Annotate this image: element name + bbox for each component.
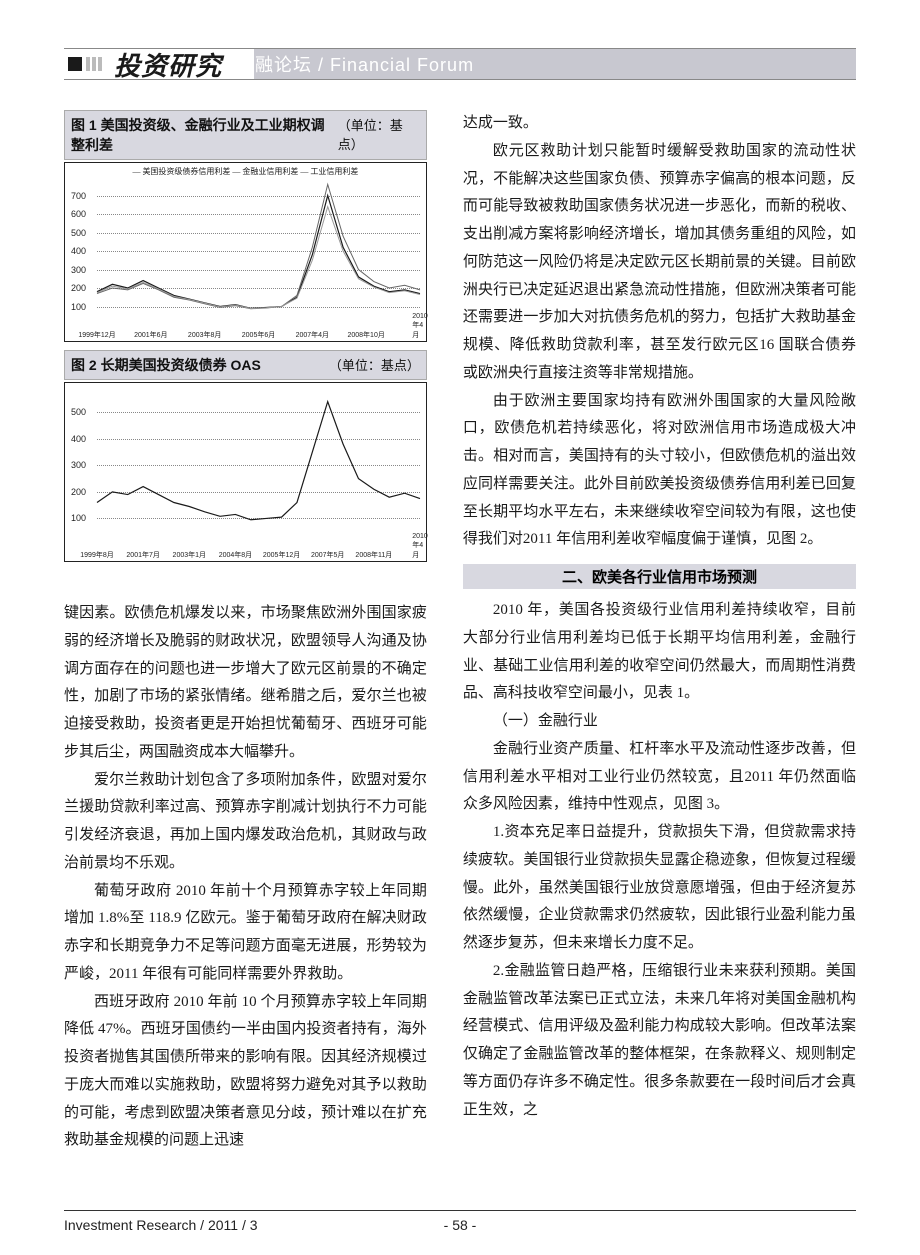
figure-1-titlebar: 图 1 美国投资级、金融行业及工业期权调整利差 （单位：基点） xyxy=(64,110,427,160)
figure-2-titlebar: 图 2 长期美国投资级债券 OAS （单位：基点） xyxy=(64,350,427,380)
right-p2: 由于欧洲主要国家均持有欧洲外围国家的大量风险敞口，欧债危机若持续恶化，将对欧洲信… xyxy=(463,388,856,555)
figure-1-chart: — 美国投资级债券信用利差 — 金融业信用利差 — 工业信用利差 1002003… xyxy=(64,162,427,342)
right-p0: 达成一致。 xyxy=(463,110,856,138)
right-p4: （一）金融行业 xyxy=(463,708,856,736)
right-p3: 2010 年，美国各投资级行业信用利差持续收窄，目前大部分行业信用利差均已低于长… xyxy=(463,597,856,708)
right-column: 达成一致。 欧元区救助计划只能暂时缓解受救助国家的流动性状况，不能解决这些国家负… xyxy=(463,110,856,1200)
right-p1: 欧元区救助计划只能暂时缓解受救助国家的流动性状况，不能解决这些国家负债、预算赤字… xyxy=(463,138,856,388)
footer-left: Investment Research / 2011 / 3 xyxy=(64,1217,258,1233)
right-p7: 2.金融监管日趋严格，压缩银行业未来获利预期。美国金融监管改革法案已正式立法，未… xyxy=(463,958,856,1125)
figure-2-chart: 1002003004005001999年8月2001年7月2003年1月2004… xyxy=(64,382,427,562)
left-column: 图 1 美国投资级、金融行业及工业期权调整利差 （单位：基点） — 美国投资级债… xyxy=(64,110,427,1200)
footer-page-number: - 58 - xyxy=(444,1217,477,1233)
figure-2-unit: （单位：基点） xyxy=(329,355,420,374)
footer: Investment Research / 2011 / 3 - 58 - xyxy=(64,1210,856,1233)
header-ornament-icon xyxy=(68,57,82,71)
left-body-text: 键因素。欧债危机爆发以来，市场聚焦欧洲外围国家疲弱的经济增长及脆弱的财政状况，欧… xyxy=(64,600,427,1155)
figure-1-title: 图 1 美国投资级、金融行业及工业期权调整利差 xyxy=(71,115,338,155)
section-label: 金融论坛 / Financial Forum xyxy=(236,51,474,77)
left-p1: 键因素。欧债危机爆发以来，市场聚焦欧洲外围国家疲弱的经济增长及脆弱的财政状况，欧… xyxy=(64,600,427,767)
left-p2: 爱尔兰救助计划包含了多项附加条件，欧盟对爱尔兰援助贷款利率过高、预算赤字削减计划… xyxy=(64,767,427,878)
left-p4: 西班牙政府 2010 年前 10 个月预算赤字较上年同期降低 47%。西班牙国债… xyxy=(64,989,427,1156)
section-heading-2: 二、欧美各行业信用市场预测 xyxy=(463,564,856,589)
journal-title: 投资研究 xyxy=(114,46,222,83)
header-band: 投资研究 金融论坛 / Financial Forum xyxy=(64,48,856,80)
figure-1: 图 1 美国投资级、金融行业及工业期权调整利差 （单位：基点） — 美国投资级债… xyxy=(64,110,427,342)
figure-1-unit: （单位：基点） xyxy=(338,115,420,153)
header-ornament-light-icon xyxy=(86,57,102,71)
figure-2-title: 图 2 长期美国投资级债券 OAS xyxy=(71,355,261,375)
right-p6: 1.资本充足率日益提升，贷款损失下滑，但贷款需求持续疲软。美国银行业贷款损失显露… xyxy=(463,819,856,958)
page: 投资研究 金融论坛 / Financial Forum 图 1 美国投资级、金融… xyxy=(0,0,920,1255)
figure-2: 图 2 长期美国投资级债券 OAS （单位：基点） 10020030040050… xyxy=(64,350,427,562)
content-area: 图 1 美国投资级、金融行业及工业期权调整利差 （单位：基点） — 美国投资级债… xyxy=(64,110,856,1200)
left-p3: 葡萄牙政府 2010 年前十个月预算赤字较上年同期增加 1.8%至 118.9 … xyxy=(64,878,427,989)
right-p5: 金融行业资产质量、杠杆率水平及流动性逐步改善，但信用利差水平相对工业行业仍然较宽… xyxy=(463,736,856,819)
